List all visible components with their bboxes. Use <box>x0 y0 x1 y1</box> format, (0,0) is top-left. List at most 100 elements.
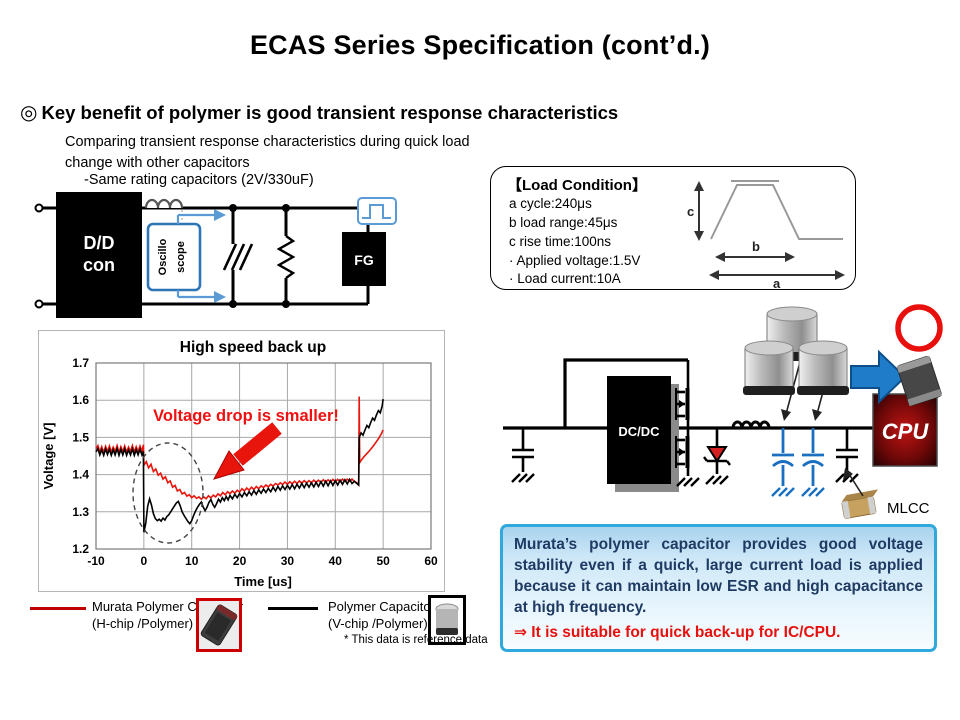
application-circuit-diagram: DC/DC <box>503 304 943 519</box>
reference-note: * This data is reference data <box>344 634 488 646</box>
legend-line-black <box>268 607 318 610</box>
load-condition-item-a: a cycle:240μs <box>509 196 592 211</box>
y-tick-label: 1.4 <box>72 468 89 482</box>
dimension-arrows <box>694 181 845 280</box>
key-benefit-text: Key benefit of polymer is good transient… <box>41 102 619 123</box>
load-condition-item-b: b load range:45μs <box>509 215 618 230</box>
load-condition-item-voltage: · Applied voltage:1.5V <box>509 253 641 268</box>
dd-con-label-1: D/D <box>84 233 115 253</box>
y-tick-label: 1.5 <box>72 430 89 444</box>
legend-item-polymer: Polymer Capacitor (V-chip /Polymer) <box>328 598 435 632</box>
voltage-drop-annotation: Voltage drop is smaller! <box>153 407 339 425</box>
annotation-layer: High speed back up Time [us] Voltage [V]… <box>41 339 339 589</box>
dcdc-label: DC/DC <box>618 424 660 439</box>
capacitor-bank-symbol <box>222 243 254 271</box>
dim-label-a: a <box>773 276 781 289</box>
cpu-box: CPU <box>872 393 938 467</box>
pulse-waveform-icon <box>357 197 397 225</box>
load-condition-item-c: c rise time:100ns <box>509 234 612 249</box>
test-circuit-diagram: D/D con Oscillo scope <box>34 192 397 318</box>
can-capacitors-photo <box>743 306 849 395</box>
x-tick-label: 60 <box>424 554 438 568</box>
chart-container: -10 0 10 20 30 40 50 60 1.2 1.3 1.4 1.5 1.6 1.7 High … <box>38 330 445 592</box>
summary-highlight: ⇒ It is suitable for quick back-up for I… <box>514 624 841 642</box>
trapezoid-waveform <box>710 180 843 240</box>
high-speed-backup-chart: -10 0 10 20 30 40 50 60 1.2 1.3 1.4 1.5 1.6 1.7 High … <box>41 339 438 589</box>
x-tick-label: 40 <box>329 554 343 568</box>
plot-border <box>95 362 432 550</box>
load-condition-title: 【Load Condition】 <box>507 177 647 194</box>
x-tick-label: 10 <box>185 554 199 568</box>
ecas-chip <box>896 355 942 407</box>
input-terminal-top <box>34 203 44 213</box>
polymer-capacitor-1 <box>772 428 794 486</box>
input-capacitor <box>512 428 534 472</box>
mosfet-pair <box>675 360 690 476</box>
load-waveform-diagram: c b a <box>687 180 845 289</box>
chart-title: High speed back up <box>180 339 326 356</box>
polymer-capacitor-2 <box>802 428 824 486</box>
mlcc-capacitor <box>836 428 858 472</box>
summary-text: Murata’s polymer capacitor provides good… <box>514 536 923 617</box>
x-axis-label: Time [us] <box>234 574 292 589</box>
dcdc-converter-box: DC/DC <box>607 376 679 492</box>
dim-label-b: b <box>752 239 760 254</box>
load-condition-item-current: · Load current:10A <box>509 271 621 286</box>
subtext-line1: Comparing transient response characteris… <box>65 134 470 150</box>
oscilloscope-box: Oscillo scope <box>146 222 202 292</box>
can-right <box>797 340 849 395</box>
oscilloscope-label-1: Oscillo <box>157 238 169 275</box>
series-line-1 <box>95 398 384 533</box>
output-inductor <box>731 420 771 429</box>
legend-polymer-line1: Polymer Capacitor <box>328 599 435 614</box>
y-tick-label: 1.3 <box>72 505 89 519</box>
can-left <box>743 340 795 395</box>
diode <box>703 428 731 474</box>
y-tick-label: 1.6 <box>72 393 89 407</box>
legend-murata-line2: (H-chip /Polymer) <box>92 616 194 631</box>
legend-polymer-line2: (V-chip /Polymer) <box>328 616 428 631</box>
dim-label-c: c <box>687 204 694 219</box>
page-title: ECAS Series Specification (cont’d.) <box>249 30 711 60</box>
mlcc-label: MLCC <box>887 500 930 517</box>
input-terminal-bottom <box>34 299 44 309</box>
fg-label: FG <box>354 252 374 268</box>
plot-layer <box>95 362 432 550</box>
y-axis-label: Voltage [V] <box>41 423 56 490</box>
subtext-line3: -Same rating capacitors (2V/330uF) <box>84 172 314 188</box>
subtext-line2: change with other capacitors <box>65 155 250 171</box>
mlcc-pointer-arrow <box>843 468 864 497</box>
tick-layer: -10 0 10 20 30 40 50 60 1.2 1.3 1.4 1.5 1.6 1.7 <box>72 356 438 568</box>
function-generator-box: FG <box>342 232 386 286</box>
red-arrow-shaft <box>233 422 282 466</box>
x-tick-label: 20 <box>233 554 247 568</box>
cpu-label: CPU <box>882 419 930 444</box>
load-condition-box: 【Load Condition】 a cycle:240μs b load ra… <box>490 166 856 290</box>
summary-box: Murata’s polymer capacitor provides good… <box>500 524 937 652</box>
dd-converter-box: D/D con <box>56 192 142 318</box>
oscilloscope-label-2: scope <box>175 241 187 273</box>
plot-area <box>96 363 431 549</box>
voltage-drop-ellipse <box>132 442 204 544</box>
key-benefit-subtext: Comparing transient response characteris… <box>65 132 470 174</box>
probe-arrows <box>176 209 226 303</box>
key-benefit-heading: ◎ Key benefit of polymer is good transien… <box>20 100 618 125</box>
blue-right-arrow-icon <box>850 349 907 405</box>
h-chip-body <box>200 604 238 646</box>
power-rail <box>503 358 873 430</box>
inductor-symbol <box>144 198 184 209</box>
dd-con-label-2: con <box>83 255 115 275</box>
legend-line-red <box>30 607 86 610</box>
v-chip-photo <box>428 595 466 645</box>
h-chip-photo <box>196 598 242 652</box>
y-tick-label: 1.2 <box>72 542 89 556</box>
x-tick-label: -10 <box>87 554 105 568</box>
mlcc-chip <box>841 489 879 519</box>
x-tick-label: 0 <box>141 554 148 568</box>
y-tick-label: 1.7 <box>72 356 89 370</box>
double-circle-bullet-icon: ◎ <box>20 102 38 124</box>
red-circle-icon <box>895 304 943 352</box>
x-tick-label: 30 <box>281 554 295 568</box>
red-arrow-head <box>212 450 245 480</box>
